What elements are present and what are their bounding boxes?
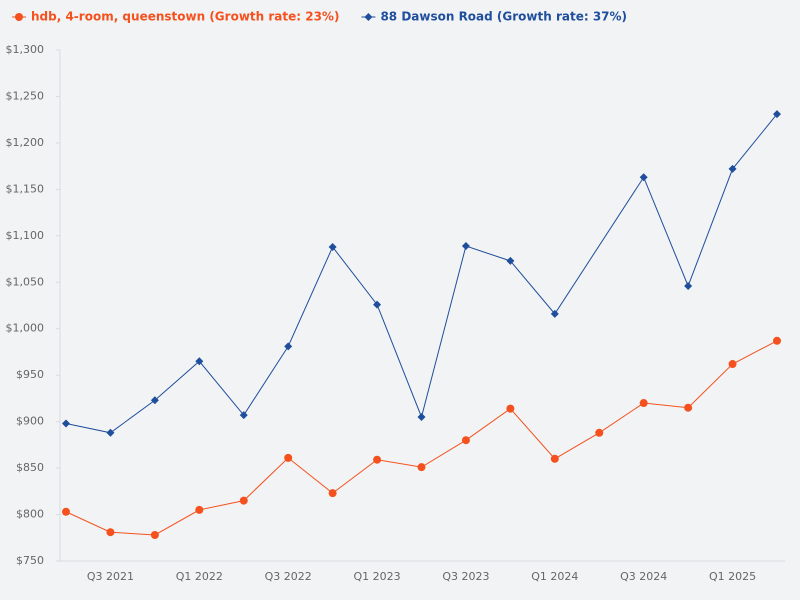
data-point bbox=[373, 455, 382, 464]
data-point bbox=[461, 242, 470, 251]
data-point bbox=[684, 403, 693, 412]
data-point bbox=[62, 507, 70, 516]
data-point bbox=[595, 428, 604, 437]
data-point bbox=[373, 300, 382, 309]
data-point bbox=[195, 357, 204, 366]
data-point bbox=[195, 505, 204, 514]
data-point bbox=[239, 411, 248, 420]
y-tick-label: $1,300 bbox=[6, 43, 45, 56]
data-point bbox=[284, 342, 293, 351]
y-tick-label: $1,200 bbox=[6, 136, 45, 149]
legend-marker bbox=[364, 13, 373, 21]
data-point bbox=[550, 309, 559, 318]
data-point bbox=[550, 454, 559, 463]
data-point bbox=[417, 463, 426, 472]
data-point bbox=[728, 360, 737, 369]
y-tick-label: $750 bbox=[16, 554, 44, 567]
x-tick-label: Q1 2024 bbox=[531, 570, 578, 583]
data-point bbox=[106, 428, 115, 437]
y-tick-label: $1,150 bbox=[6, 182, 45, 195]
data-point bbox=[684, 281, 693, 290]
legend-text: hdb, 4-room, queenstown (Growth rate: 23… bbox=[31, 10, 339, 24]
y-tick-label: $1,250 bbox=[6, 89, 45, 102]
data-point bbox=[417, 412, 426, 421]
data-point bbox=[62, 419, 70, 428]
data-point bbox=[150, 396, 159, 405]
data-point bbox=[506, 404, 515, 413]
x-tick-label: Q3 2024 bbox=[620, 570, 667, 583]
y-tick-label: $1,050 bbox=[6, 275, 45, 288]
data-point bbox=[284, 453, 293, 462]
y-tick-label: $950 bbox=[16, 368, 44, 381]
y-tick-label: $1,000 bbox=[6, 322, 45, 335]
y-tick-label: $900 bbox=[16, 415, 44, 428]
x-tick-label: Q3 2021 bbox=[87, 570, 134, 583]
series-line bbox=[65, 113, 778, 434]
legend-text: 88 Dawson Road (Growth rate: 37%) bbox=[380, 10, 627, 24]
data-point bbox=[328, 242, 337, 251]
data-point bbox=[239, 496, 248, 505]
data-point bbox=[506, 256, 515, 265]
data-point bbox=[639, 399, 648, 408]
x-tick-label: Q1 2023 bbox=[353, 570, 400, 583]
x-tick-label: Q1 2025 bbox=[709, 570, 756, 583]
x-tick-label: Q3 2022 bbox=[265, 570, 312, 583]
y-tick-label: $1,100 bbox=[6, 229, 45, 242]
data-point bbox=[461, 436, 470, 445]
legend-marker bbox=[15, 13, 23, 21]
data-point bbox=[639, 173, 648, 182]
data-point bbox=[773, 110, 781, 119]
data-point bbox=[773, 336, 781, 345]
y-tick-label: $850 bbox=[16, 461, 44, 474]
data-point bbox=[328, 489, 337, 498]
x-tick-label: Q1 2022 bbox=[176, 570, 223, 583]
series-line bbox=[65, 340, 778, 536]
data-point bbox=[150, 530, 159, 539]
data-point bbox=[728, 164, 737, 173]
y-tick-label: $800 bbox=[16, 508, 44, 521]
data-point bbox=[106, 528, 115, 537]
x-tick-label: Q3 2023 bbox=[442, 570, 489, 583]
